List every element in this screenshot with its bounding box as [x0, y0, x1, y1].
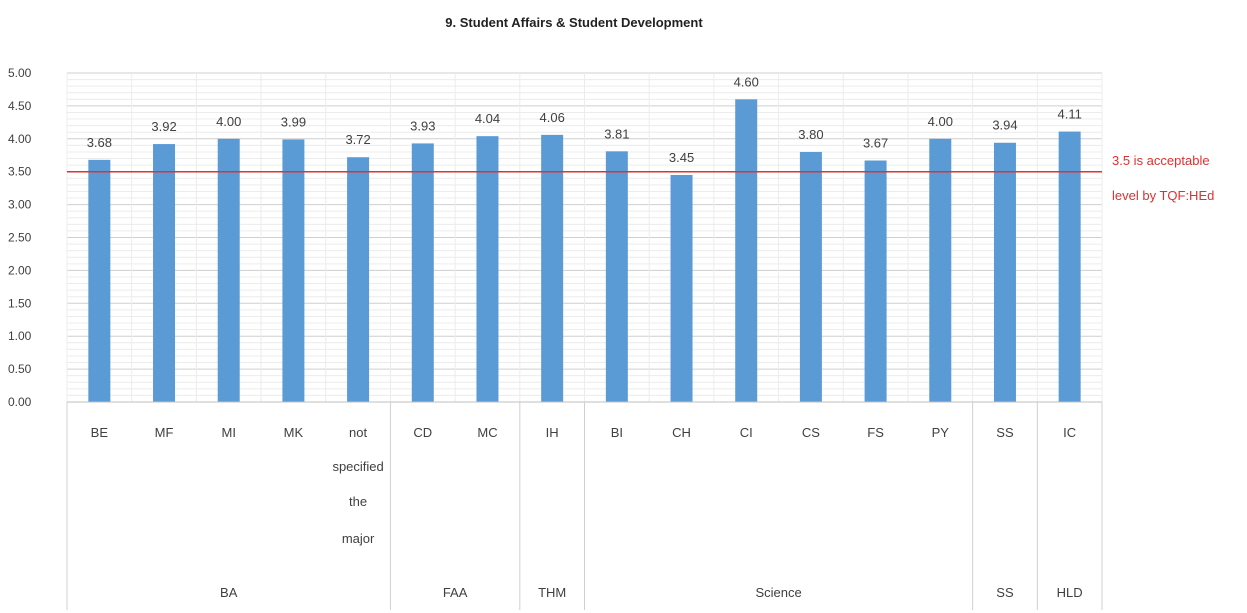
category-label: FS — [867, 425, 884, 440]
bar-ic — [1058, 131, 1081, 402]
category-label: IC — [1063, 425, 1076, 440]
data-label: 3.94 — [992, 118, 1017, 133]
group-label: THM — [538, 585, 566, 600]
category-label: BI — [611, 425, 623, 440]
category-label: SS — [996, 425, 1014, 440]
data-label: 3.45 — [669, 150, 694, 165]
data-label: 3.81 — [604, 126, 629, 141]
group-label: HLD — [1057, 585, 1083, 600]
category-label: CS — [802, 425, 820, 440]
bar-mf — [153, 144, 176, 402]
data-labels: 3.68 3.92 4.00 3.99 3.72 3.93 4.04 4.06 3.81 3.45… — [87, 74, 1082, 165]
category-label: MK — [284, 425, 304, 440]
y-tick-label: 3.00 — [8, 198, 32, 212]
data-label: 3.93 — [410, 118, 435, 133]
y-tick-label: 2.00 — [8, 263, 32, 277]
bars — [88, 99, 1081, 403]
bar-cd — [411, 143, 434, 402]
group-label: Science — [755, 585, 801, 600]
data-label: 4.60 — [734, 74, 759, 89]
data-label: 3.72 — [345, 132, 370, 147]
category-label: PY — [932, 425, 950, 440]
bar-ih — [541, 134, 564, 403]
data-label: 4.00 — [928, 114, 953, 129]
data-label: 4.00 — [216, 114, 241, 129]
bar-ci — [735, 99, 758, 402]
y-tick-label: 4.00 — [8, 132, 32, 146]
group-label: SS — [996, 585, 1014, 600]
category-label: BE — [91, 425, 109, 440]
y-tick-label: 2.50 — [8, 231, 32, 245]
x-axis: BE MF MI MK not specified the major CD MC IH BI CH CI… — [66, 401, 1103, 610]
data-label: 4.04 — [475, 111, 500, 126]
bar-not-specified-the-major — [347, 157, 370, 402]
bar-ss — [993, 142, 1016, 403]
category-label: CH — [672, 425, 691, 440]
y-axis: 0.00 0.50 1.00 1.50 2.00 2.50 3.00 3.50 4.00 4.50… — [8, 66, 32, 409]
y-tick-label: 1.50 — [8, 296, 32, 310]
y-tick-label: 1.00 — [8, 329, 32, 343]
reference-line-label: level by TQF:HEd — [1112, 188, 1214, 203]
y-tick-label: 0.00 — [8, 395, 32, 409]
y-tick-label: 4.50 — [8, 99, 32, 113]
bar-bi — [605, 151, 628, 402]
y-tick-label: 3.50 — [8, 165, 32, 179]
bar-be — [88, 159, 111, 402]
category-label: CI — [740, 425, 753, 440]
data-label: 3.68 — [87, 135, 112, 150]
category-label: MC — [477, 425, 497, 440]
category-label: specified — [332, 459, 383, 474]
y-tick-label: 0.50 — [8, 362, 32, 376]
category-label: CD — [413, 425, 432, 440]
bar-ch — [670, 174, 693, 402]
category-label: IH — [546, 425, 559, 440]
data-label: 3.80 — [798, 127, 823, 142]
bar-py — [929, 138, 952, 403]
data-label: 4.11 — [1057, 107, 1081, 122]
data-label: 3.92 — [151, 119, 176, 134]
data-label: 3.99 — [281, 114, 306, 129]
bar-mc — [476, 136, 499, 402]
data-label: 4.06 — [540, 110, 565, 125]
reference-line-label: 3.5 is acceptable — [1112, 153, 1210, 168]
group-label: BA — [220, 585, 238, 600]
bar-cs — [799, 151, 822, 402]
bar-mi — [217, 138, 240, 403]
bar-fs — [864, 160, 887, 402]
chart-title: 9. Student Affairs & Student Development — [445, 15, 703, 30]
category-label: major — [342, 531, 375, 546]
bar-mk — [282, 139, 305, 402]
category-label: MI — [221, 425, 235, 440]
group-label: FAA — [443, 585, 468, 600]
category-label: the — [349, 494, 367, 509]
y-tick-label: 5.00 — [8, 66, 32, 80]
category-label: MF — [155, 425, 174, 440]
category-label: not — [349, 425, 367, 440]
reference-line: 3.5 is acceptable level by TQF:HEd — [67, 153, 1214, 203]
data-label: 3.67 — [863, 136, 888, 151]
